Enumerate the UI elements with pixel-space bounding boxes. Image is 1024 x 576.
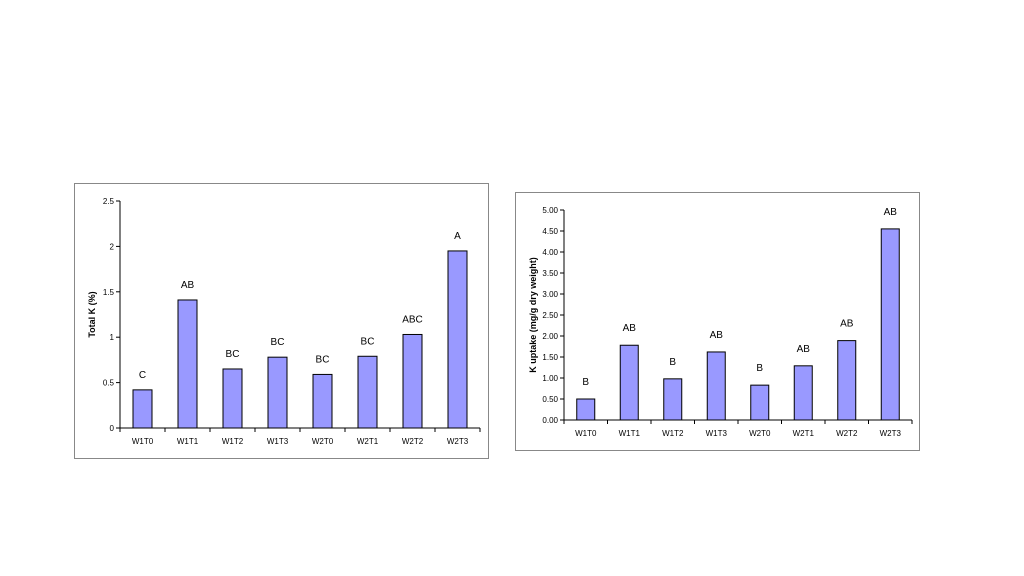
k-uptake-bar-annotation: B — [669, 357, 676, 368]
k-uptake-bar-annotation: AB — [710, 330, 724, 341]
k-uptake-y-tick-label: 2.00 — [542, 332, 558, 341]
total-k-y-tick-label: 2 — [110, 242, 115, 251]
k-uptake-bar-annotation: B — [756, 363, 763, 374]
k-uptake-bar — [837, 340, 857, 421]
k-uptake-y-tick-label: 4.00 — [542, 248, 558, 257]
k-uptake-bar — [880, 228, 900, 421]
k-uptake-x-tick-label: W1T0 — [575, 429, 597, 438]
total-k-bar — [132, 389, 153, 429]
total-k-y-tick-label: 1.5 — [103, 288, 115, 297]
k-uptake-bar — [619, 344, 639, 421]
k-uptake-x-tick-label: W2T0 — [749, 429, 771, 438]
k-uptake-chart: 0.00 0.50 1.00 1.50 2.00 2.50 3.00 3.50 4.00 4.50… — [515, 192, 920, 451]
total-k-bar — [402, 333, 423, 429]
total-k-bar — [267, 356, 288, 429]
k-uptake-x-tick-label: W1T2 — [662, 429, 684, 438]
k-uptake-bar — [793, 365, 813, 421]
k-uptake-y-tick-label: 2.50 — [542, 311, 558, 320]
k-uptake-bar — [750, 384, 770, 421]
total-k-bar-annotation: AB — [181, 280, 195, 291]
total-k-x-tick-label: W1T2 — [222, 437, 244, 446]
k-uptake-y-tick-label: 4.50 — [542, 227, 558, 236]
k-uptake-bar-annotation: AB — [884, 207, 898, 218]
total-k-x-tick-label: W1T1 — [177, 437, 199, 446]
total-k-y-tick-label: 0.5 — [103, 379, 115, 388]
total-k-x-tick-label: W2T3 — [447, 437, 469, 446]
k-uptake-y-tick-label: 3.50 — [542, 269, 558, 278]
total-k-chart: 0 0.5 1 1.5 2 2.5 W1T0 C W1T1 AB W1T2 BC W1T3 BC W2T0 B… — [74, 183, 489, 459]
k-uptake-y-tick-label: 0.00 — [542, 416, 558, 425]
total-k-bar — [357, 355, 378, 429]
k-uptake-y-axis-title: K uptake (mg/g dry weight) — [528, 257, 538, 373]
total-k-y-axis-title: Total K (%) — [87, 291, 97, 337]
total-k-bar-annotation: ABC — [402, 314, 423, 325]
k-uptake-x-tick-label: W2T1 — [793, 429, 815, 438]
total-k-x-tick-label: W1T0 — [132, 437, 154, 446]
k-uptake-bar-annotation: AB — [840, 319, 854, 330]
total-k-y-tick-label: 0 — [110, 424, 115, 433]
total-k-bar-annotation: BC — [226, 349, 240, 360]
k-uptake-y-tick-label: 1.50 — [542, 353, 558, 362]
k-uptake-x-tick-label: W1T1 — [619, 429, 641, 438]
k-uptake-y-tick-label: 5.00 — [542, 206, 558, 215]
k-uptake-x-tick-label: W2T2 — [836, 429, 858, 438]
total-k-bar — [177, 299, 198, 429]
total-k-bar-annotation: BC — [361, 336, 375, 347]
total-k-x-tick-label: W2T0 — [312, 437, 334, 446]
total-k-y-tick-label: 1 — [110, 333, 115, 342]
total-k-x-tick-label: W1T3 — [267, 437, 289, 446]
total-k-x-tick-label: W2T1 — [357, 437, 379, 446]
total-k-bar-annotation: BC — [316, 354, 330, 365]
total-k-y-tick-label: 2.5 — [103, 197, 115, 206]
k-uptake-x-tick-label: W2T3 — [880, 429, 902, 438]
k-uptake-bar — [706, 351, 726, 421]
total-k-chart-svg: 0 0.5 1 1.5 2 2.5 W1T0 C W1T1 AB W1T2 BC W1T3 BC W2T0 B… — [87, 197, 481, 446]
total-k-bar-annotation: A — [454, 231, 461, 242]
total-k-bar-annotation: BC — [271, 337, 285, 348]
total-k-x-tick-label: W2T2 — [402, 437, 424, 446]
k-uptake-bar-annotation: B — [582, 377, 589, 388]
total-k-bar — [312, 373, 333, 429]
total-k-bar — [222, 368, 243, 429]
k-uptake-bar-annotation: AB — [797, 344, 811, 355]
k-uptake-chart-svg: 0.00 0.50 1.00 1.50 2.00 2.50 3.00 3.50 4.00 4.50… — [528, 206, 913, 438]
k-uptake-y-tick-label: 0.50 — [542, 395, 558, 404]
k-uptake-bar — [663, 378, 683, 421]
k-uptake-y-tick-label: 3.00 — [542, 290, 558, 299]
k-uptake-bar-annotation: AB — [623, 323, 637, 334]
k-uptake-y-tick-label: 1.00 — [542, 374, 558, 383]
total-k-bar-annotation: C — [139, 370, 146, 381]
k-uptake-bar — [576, 398, 596, 421]
total-k-bar — [447, 250, 468, 429]
k-uptake-x-tick-label: W1T3 — [706, 429, 728, 438]
